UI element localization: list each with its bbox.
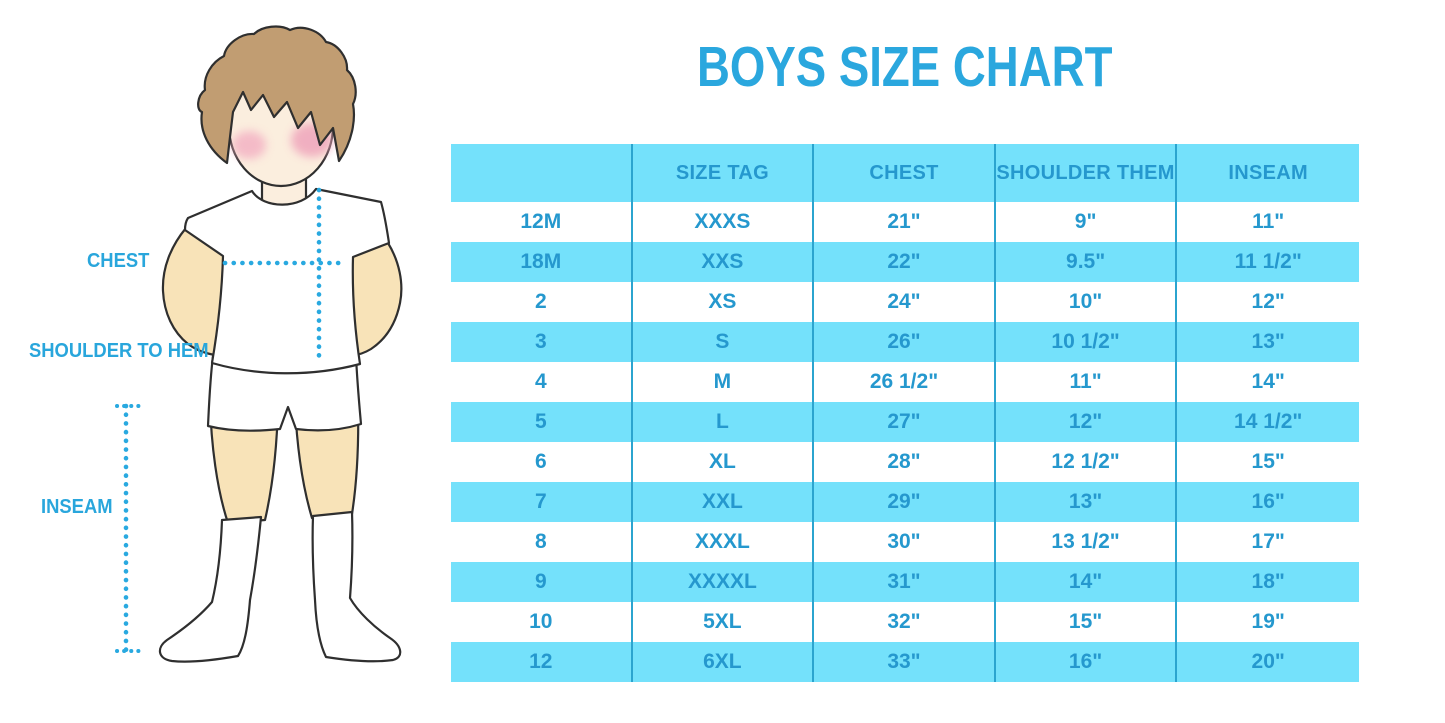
table-row: 12M XXXS 21" 9" 11" <box>451 202 1359 242</box>
table-row: 12 6XL 33" 16" 20" <box>451 642 1359 682</box>
table-cell: 17" <box>1251 530 1285 553</box>
table-cell: 12" <box>1251 290 1285 313</box>
table-cell: 14" <box>996 562 1178 602</box>
boy-shorts <box>206 354 363 432</box>
table-cell: 12M <box>451 202 633 242</box>
table-cell: XS <box>633 282 815 322</box>
table-row: 8 XXXL 30" 13 1/2" 17" <box>451 522 1359 562</box>
table-cell: 18M <box>451 242 633 282</box>
table-cell: 32" <box>814 602 996 642</box>
column-header-shoulder-hem: SHOULDER THEM <box>996 144 1178 202</box>
table-cell: 14 1/2" <box>1234 410 1303 433</box>
boy-blush-left <box>232 131 266 159</box>
table-cell: 26 1/2" <box>814 362 996 402</box>
table-cell: 3 <box>451 322 633 362</box>
table-cell: 11" <box>1252 210 1285 233</box>
table-cell: 11 1/2" <box>1234 250 1302 273</box>
table-cell: 29" <box>814 482 996 522</box>
boy-illustration <box>115 25 403 663</box>
table-row: 3 S 26" 10 1/2" 13" <box>451 322 1359 362</box>
table-cell: 12 <box>451 642 633 682</box>
table-row: 18M XXS 22" 9.5" 11 1/2" <box>451 242 1359 282</box>
page-title: BOYS SIZE CHART <box>451 34 1359 100</box>
size-table-body: 12M XXXS 21" 9" 11" 18M XXS 22" 9.5" 11 1/2" 2 XS 24… <box>451 202 1359 682</box>
table-cell: XXL <box>633 482 815 522</box>
column-header-inseam: INSEAM <box>1228 162 1308 184</box>
table-cell: 6 <box>451 442 633 482</box>
boy-right-sock <box>311 510 402 663</box>
column-header-size <box>451 144 633 202</box>
table-cell: 18" <box>1251 570 1285 593</box>
column-header-chest: CHEST <box>814 144 996 202</box>
table-cell: 13" <box>1251 330 1285 353</box>
table-cell: 13" <box>996 482 1178 522</box>
table-cell: 26" <box>814 322 996 362</box>
boy-shirt <box>183 187 391 375</box>
table-cell: 2 <box>451 282 633 322</box>
boy-hair <box>197 25 357 165</box>
table-cell: 9 <box>451 562 633 602</box>
table-cell: XXS <box>633 242 815 282</box>
page-title-text: BOYS SIZE CHART <box>697 35 1113 99</box>
boy-measurement-figure: CHEST SHOULDER TO HEM INSEAM <box>0 0 460 723</box>
table-cell: 13 1/2" <box>996 522 1178 562</box>
table-cell: 11" <box>996 362 1178 402</box>
table-cell: 5 <box>451 402 633 442</box>
table-row: 2 XS 24" 10" 12" <box>451 282 1359 322</box>
table-row: 5 L 27" 12" 14 1/2" <box>451 402 1359 442</box>
table-cell: 9.5" <box>996 242 1178 282</box>
table-cell: 28" <box>814 442 996 482</box>
table-cell: 20" <box>1251 650 1285 673</box>
boy-left-sock <box>158 515 263 663</box>
table-cell: 6XL <box>633 642 815 682</box>
table-cell: 19" <box>1251 610 1285 633</box>
table-cell: M <box>633 362 815 402</box>
table-row: 7 XXL 29" 13" 16" <box>451 482 1359 522</box>
table-cell: 15" <box>1251 450 1285 473</box>
chest-label: CHEST <box>87 250 150 272</box>
shoulder-to-hem-label: SHOULDER TO HEM <box>29 340 209 362</box>
table-cell: XXXXL <box>633 562 815 602</box>
table-row: 9 XXXXL 31" 14" 18" <box>451 562 1359 602</box>
table-cell: 10 <box>451 602 633 642</box>
column-header-size-tag: SIZE TAG <box>633 144 815 202</box>
table-cell: 14" <box>1251 370 1285 393</box>
table-cell: 12" <box>996 402 1178 442</box>
table-cell: L <box>633 402 815 442</box>
table-cell: 10 1/2" <box>996 322 1178 362</box>
table-cell: 15" <box>996 602 1178 642</box>
table-cell: 4 <box>451 362 633 402</box>
table-cell: 10" <box>996 282 1178 322</box>
table-cell: S <box>633 322 815 362</box>
table-cell: 12 1/2" <box>996 442 1178 482</box>
table-cell: 5XL <box>633 602 815 642</box>
table-cell: 8 <box>451 522 633 562</box>
table-cell: 33" <box>814 642 996 682</box>
table-cell: 24" <box>814 282 996 322</box>
size-table: SIZE TAG CHEST SHOULDER THEM INSEAM 12M X… <box>451 144 1359 682</box>
size-table-header-row: SIZE TAG CHEST SHOULDER THEM INSEAM <box>451 144 1359 202</box>
table-cell: XXXS <box>633 202 815 242</box>
table-cell: 9" <box>996 202 1178 242</box>
table-cell: 16" <box>1251 490 1285 513</box>
table-cell: XL <box>633 442 815 482</box>
table-cell: XXXL <box>633 522 815 562</box>
table-cell: 7 <box>451 482 633 522</box>
table-row: 4 M 26 1/2" 11" 14" <box>451 362 1359 402</box>
table-cell: 30" <box>814 522 996 562</box>
inseam-label: INSEAM <box>41 496 113 518</box>
table-cell: 31" <box>814 562 996 602</box>
table-cell: 16" <box>996 642 1178 682</box>
table-row: 6 XL 28" 12 1/2" 15" <box>451 442 1359 482</box>
table-row: 10 5XL 32" 15" 19" <box>451 602 1359 642</box>
table-cell: 22" <box>814 242 996 282</box>
table-cell: 21" <box>814 202 996 242</box>
table-cell: 27" <box>814 402 996 442</box>
